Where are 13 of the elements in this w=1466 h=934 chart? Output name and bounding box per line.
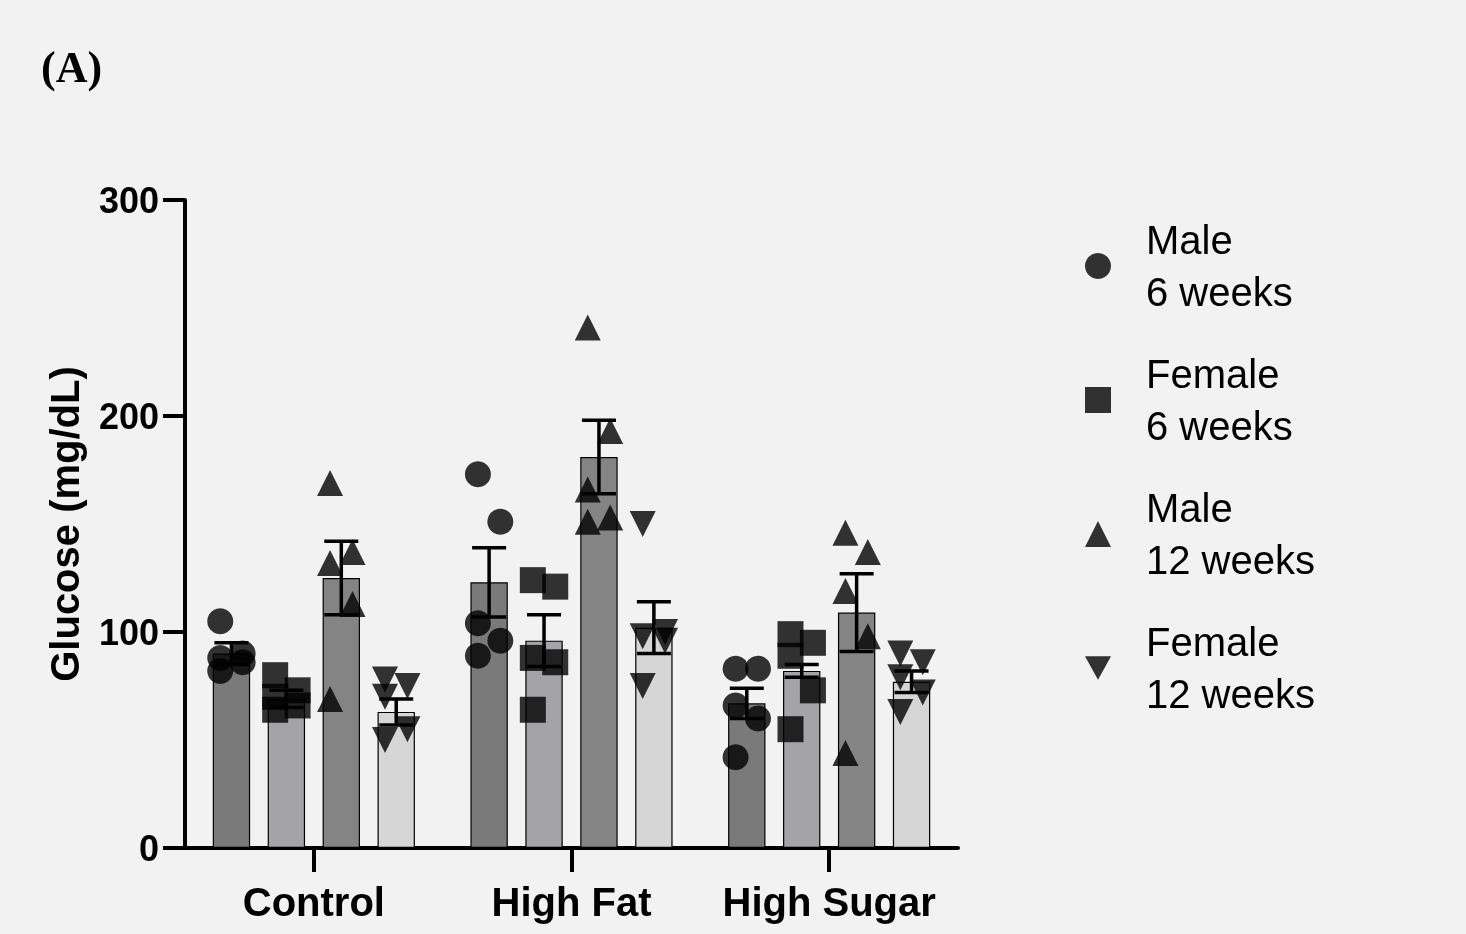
y-tick-label: 100 <box>98 611 159 653</box>
y-tick-label: 300 <box>98 179 159 221</box>
y-tick-label: 200 <box>98 395 159 437</box>
y-tick-label: 0 <box>138 827 159 869</box>
legend-label: Male 12 weeks <box>1146 486 1315 582</box>
chart-title: (A) <box>41 42 103 92</box>
legend-label: Male 6 weeks <box>1146 218 1293 314</box>
x-tick-label: High Sugar <box>722 880 936 924</box>
y-axis-title: Glucose (mg/dL) <box>43 366 87 682</box>
x-tick-label: Control <box>242 880 385 924</box>
x-tick-label: High Fat <box>491 880 652 924</box>
legend-label: Female 6 weeks <box>1146 352 1293 448</box>
legend-label: Female 12 weeks <box>1146 620 1315 716</box>
